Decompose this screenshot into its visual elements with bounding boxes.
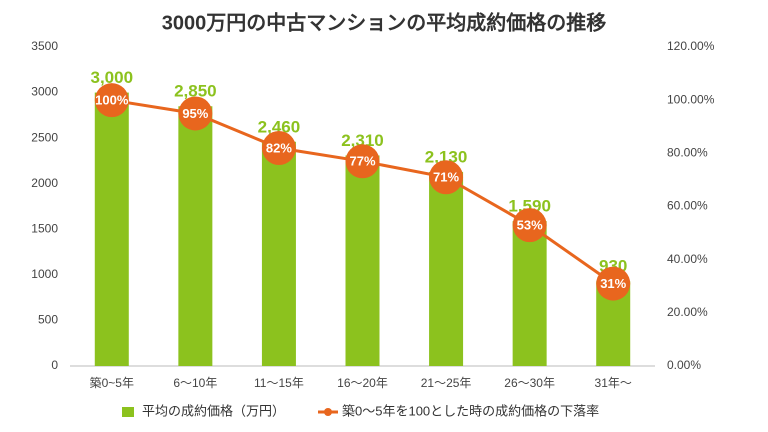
line-marker <box>178 96 213 131</box>
line-value-label: 31% <box>600 276 626 291</box>
y-tick-label: 3500 <box>31 39 58 53</box>
y2-tick-label: 20.00% <box>667 305 708 319</box>
line-value-label: 95% <box>182 106 208 121</box>
bar <box>261 141 296 366</box>
x-tick-label: 16～20年 <box>337 376 388 390</box>
line-marker <box>261 131 296 166</box>
y-tick-label: 3000 <box>31 85 58 99</box>
bar <box>178 106 213 366</box>
y2-tick-label: 80.00% <box>667 146 708 160</box>
line-marker <box>94 83 129 118</box>
legend-label: 築0～5年を100とした時の成約価格の下落率 <box>342 403 599 418</box>
line-value-label: 71% <box>433 170 459 185</box>
y-tick-label: 2500 <box>31 130 58 144</box>
bar <box>94 92 129 367</box>
legend-swatch <box>122 407 134 417</box>
bar-value-label: 2,310 <box>341 131 384 150</box>
line-marker <box>345 144 380 179</box>
y-tick-label: 0 <box>51 358 58 372</box>
line-marker <box>596 266 631 301</box>
x-tick-label: 11～15年 <box>254 376 304 390</box>
bar-value-label: 3,000 <box>91 68 134 87</box>
bar <box>512 221 547 366</box>
y-tick-label: 1500 <box>31 221 58 235</box>
line-marker <box>429 160 464 195</box>
y2-tick-label: 120.00% <box>667 39 715 53</box>
y2-tick-label: 100.00% <box>667 92 715 106</box>
x-tick-label: 6～10年 <box>173 376 217 390</box>
x-tick-label: 31年～ <box>595 376 632 390</box>
line-value-label: 77% <box>349 154 375 169</box>
y2-tick-label: 60.00% <box>667 199 708 213</box>
legend-label: 平均の成約価格（万円） <box>142 403 285 418</box>
bar-value-label: 1,590 <box>508 197 551 216</box>
bar <box>345 155 380 366</box>
x-tick-label: 21～25年 <box>421 376 472 390</box>
y2-tick-label: 40.00% <box>667 252 708 266</box>
chart-title: 3000万円の中古マンションの平均成約価格の推移 <box>162 10 607 34</box>
legend-swatch <box>324 408 332 416</box>
y-tick-label: 1000 <box>31 267 58 281</box>
y-tick-label: 500 <box>38 313 58 327</box>
y2-tick-label: 0.00% <box>667 358 701 372</box>
bar-value-label: 2,850 <box>174 82 217 101</box>
line-value-label: 82% <box>266 140 292 155</box>
bar <box>429 171 464 366</box>
x-tick-label: 26～30年 <box>504 376 555 390</box>
bar-value-label: 2,460 <box>258 117 301 136</box>
y-tick-label: 2000 <box>31 176 58 190</box>
x-tick-label: 築0~5年 <box>90 375 134 390</box>
line-value-label: 53% <box>517 218 543 233</box>
line-value-label: 100% <box>95 93 129 108</box>
bar-value-label: 2,130 <box>425 147 468 166</box>
line-marker <box>512 208 547 243</box>
